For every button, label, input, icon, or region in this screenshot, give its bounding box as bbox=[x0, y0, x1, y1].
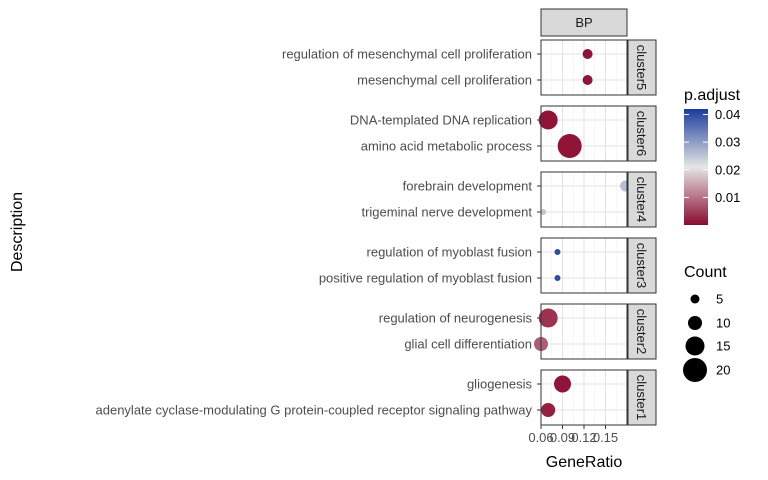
size-legend-dot bbox=[690, 294, 700, 304]
data-point bbox=[540, 209, 547, 215]
panel-cluster4: forebrain development trigeminal nerve de… bbox=[361, 171, 657, 228]
data-point bbox=[582, 75, 593, 85]
x-tick-label: 0.15 bbox=[593, 430, 618, 445]
data-point bbox=[554, 249, 561, 255]
cluster-strip bbox=[627, 369, 657, 426]
cluster-label: cluster6 bbox=[634, 111, 649, 157]
color-legend-label: 0.03 bbox=[715, 135, 740, 150]
cluster-label: cluster5 bbox=[634, 45, 649, 91]
row-label: DNA-templated DNA replication bbox=[350, 113, 532, 128]
cluster-label: cluster3 bbox=[634, 243, 649, 289]
row-label: adenylate cyclase-modulating G protein-c… bbox=[96, 403, 533, 418]
size-legend-label: 10 bbox=[716, 316, 730, 331]
panel-border bbox=[540, 303, 628, 360]
cluster-strip bbox=[627, 171, 657, 228]
size-legend-label: 5 bbox=[716, 292, 723, 307]
data-point bbox=[538, 308, 558, 328]
facet-label-bp: BP bbox=[575, 15, 592, 30]
x-tick-label: 0.06 bbox=[528, 430, 553, 445]
cluster-strip bbox=[627, 39, 657, 96]
legends: p.adjust 0.04 0.03 0.02 0.01 Count 5 10 15 20 bbox=[683, 87, 741, 382]
panel-border bbox=[540, 237, 628, 294]
color-legend-label: 0.04 bbox=[715, 107, 740, 122]
data-point bbox=[557, 134, 582, 158]
panel-cluster6: DNA-templated DNA replication amino acid … bbox=[350, 105, 657, 162]
row-label: glial cell differentiation bbox=[404, 337, 532, 352]
cluster-strip bbox=[627, 105, 657, 162]
row-label: regulation of neurogenesis bbox=[379, 311, 533, 326]
row-label: regulation of myoblast fusion bbox=[367, 245, 532, 260]
size-legend-dot bbox=[683, 358, 707, 382]
cluster-label: cluster4 bbox=[634, 177, 649, 223]
cluster-label: cluster2 bbox=[634, 309, 649, 355]
x-axis-title: GeneRatio bbox=[546, 454, 623, 471]
data-point bbox=[554, 375, 571, 393]
panel-cluster3: regulation of myoblast fusion positive re… bbox=[319, 237, 657, 294]
panels: BP regulation of mesenchymal cell prolife… bbox=[96, 8, 657, 426]
data-point bbox=[538, 110, 558, 130]
cluster-strip bbox=[627, 303, 657, 360]
row-label: regulation of mesenchymal cell prolifera… bbox=[282, 47, 532, 62]
x-tick-label: 0.09 bbox=[550, 430, 575, 445]
color-legend-label: 0.01 bbox=[715, 190, 740, 205]
x-axis: 0.060.090.120.15 bbox=[528, 425, 618, 445]
panel-border bbox=[540, 39, 628, 96]
row-label: trigeminal nerve development bbox=[361, 205, 532, 220]
y-axis-title: Description bbox=[9, 192, 26, 272]
data-point bbox=[582, 49, 593, 59]
row-label: gliogenesis bbox=[467, 377, 533, 392]
panel-cluster2: regulation of neurogenesis glial cell dif… bbox=[379, 303, 657, 360]
color-legend-label: 0.02 bbox=[715, 162, 740, 177]
row-label: amino acid metabolic process bbox=[361, 139, 533, 154]
size-legend-title: Count bbox=[684, 264, 727, 281]
x-tick-label: 0.12 bbox=[571, 430, 596, 445]
color-bar bbox=[684, 109, 708, 225]
panel-cluster5: regulation of mesenchymal cell prolifera… bbox=[282, 39, 657, 96]
row-label: forebrain development bbox=[403, 179, 533, 194]
data-point bbox=[541, 403, 556, 417]
panel-cluster1: gliogenesis adenylate cyclase-modulating … bbox=[96, 369, 657, 426]
panel-border bbox=[540, 105, 628, 162]
data-point bbox=[554, 275, 561, 281]
cluster-label: cluster1 bbox=[634, 375, 649, 421]
panel-border bbox=[540, 171, 628, 228]
size-legend-label: 20 bbox=[716, 363, 730, 378]
size-legend-label: 15 bbox=[716, 339, 730, 354]
size-legend-dot bbox=[688, 316, 702, 330]
color-legend-title: p.adjust bbox=[684, 87, 741, 104]
cluster-strip bbox=[627, 237, 657, 294]
row-label: mesenchymal cell proliferation bbox=[357, 73, 532, 88]
row-label: positive regulation of myoblast fusion bbox=[319, 271, 532, 286]
size-legend-dot bbox=[685, 336, 705, 356]
facet-strip-bp bbox=[540, 8, 628, 37]
